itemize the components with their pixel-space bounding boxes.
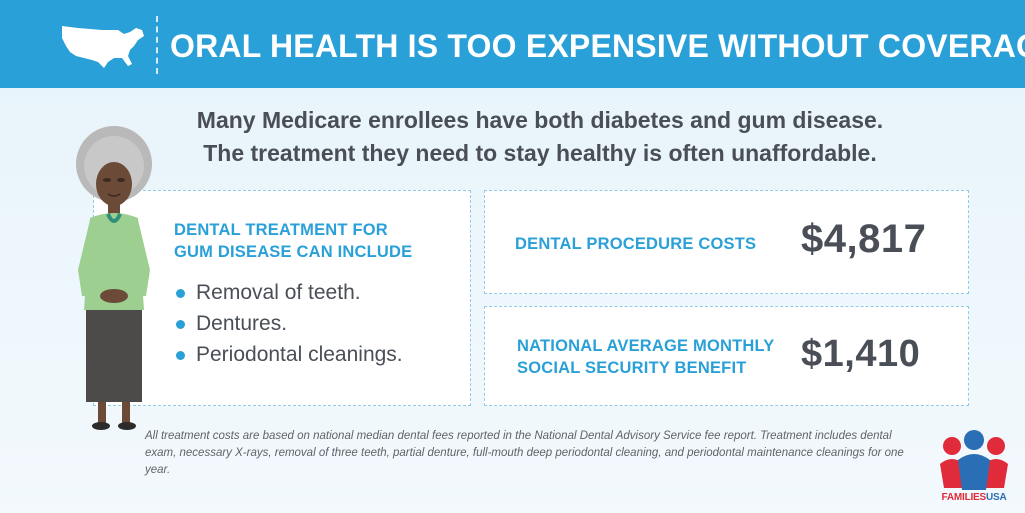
families-usa-logo-text: FAMILIESUSA — [932, 492, 1016, 503]
treatment-heading-line-1: DENTAL TREATMENT FOR — [174, 221, 388, 239]
header-divider — [156, 16, 158, 74]
usa-map-icon — [62, 26, 144, 68]
procedure-cost-box: DENTAL PROCEDURE COSTS $4,817 — [484, 190, 969, 294]
treatment-box: DENTAL TREATMENT FOR GUM DISEASE CAN INC… — [93, 190, 471, 406]
benefit-value: $1,410 — [801, 333, 921, 375]
families-usa-logo-icon — [940, 430, 1008, 490]
treatment-heading-line-2: GUM DISEASE CAN INCLUDE — [174, 243, 413, 261]
benefit-label-line-2: SOCIAL SECURITY BENEFIT — [517, 359, 747, 377]
page-title: ORAL HEALTH IS TOO EXPENSIVE WITHOUT COV… — [170, 28, 1025, 64]
benefit-label-line-1: NATIONAL AVERAGE MONTHLY — [517, 337, 775, 355]
treatment-item: Dentures. — [174, 308, 403, 339]
footnote: All treatment costs are based on nationa… — [145, 430, 904, 476]
treatment-item: Removal of teeth. — [174, 277, 403, 308]
benefit-label: NATIONAL AVERAGE MONTHLY SOCIAL SECURITY… — [517, 335, 797, 379]
procedure-cost-value: $4,817 — [801, 217, 927, 261]
header-banner: ORAL HEALTH IS TOO EXPENSIVE WITHOUT COV… — [0, 0, 1025, 88]
treatment-list: Removal of teeth. Dentures. Periodontal … — [174, 277, 403, 370]
subtitle-line-1: Many Medicare enrollees have both diabet… — [196, 107, 884, 133]
logo-text-families: FAMILIES — [941, 492, 986, 503]
elderly-woman-illustration — [76, 126, 152, 430]
benefit-box: NATIONAL AVERAGE MONTHLY SOCIAL SECURITY… — [484, 306, 969, 406]
subtitle: Many Medicare enrollees have both diabet… — [100, 104, 980, 170]
treatment-heading: DENTAL TREATMENT FOR GUM DISEASE CAN INC… — [174, 219, 414, 263]
procedure-cost-label: DENTAL PROCEDURE COSTS — [515, 235, 757, 253]
logo-text-usa: USA — [986, 492, 1007, 503]
treatment-item: Periodontal cleanings. — [174, 339, 403, 370]
subtitle-line-2: The treatment they need to stay healthy … — [203, 140, 877, 166]
